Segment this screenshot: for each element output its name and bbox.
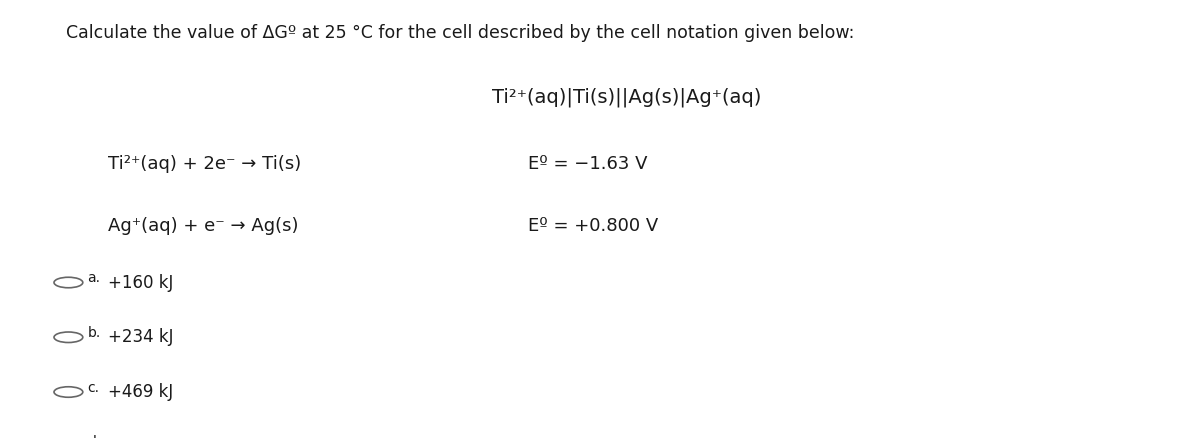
Text: +469 kJ: +469 kJ bbox=[108, 383, 173, 401]
Text: c.: c. bbox=[88, 381, 100, 395]
Text: Ti²⁺(aq) + 2e⁻ → Ti(s): Ti²⁺(aq) + 2e⁻ → Ti(s) bbox=[108, 155, 301, 173]
Text: Eº = +0.800 V: Eº = +0.800 V bbox=[528, 217, 659, 235]
Text: b.: b. bbox=[88, 326, 101, 340]
Text: Ti²⁺(aq)|Ti(s)||Ag(s)|Ag⁺(aq): Ti²⁺(aq)|Ti(s)||Ag(s)|Ag⁺(aq) bbox=[492, 88, 761, 107]
Text: Calculate the value of ΔGº at 25 °C for the cell described by the cell notation : Calculate the value of ΔGº at 25 °C for … bbox=[66, 24, 854, 42]
Text: Eº = −1.63 V: Eº = −1.63 V bbox=[528, 155, 648, 173]
Text: +234 kJ: +234 kJ bbox=[108, 328, 174, 346]
Text: +160 kJ: +160 kJ bbox=[108, 273, 173, 292]
Text: d.: d. bbox=[88, 435, 101, 438]
Text: a.: a. bbox=[88, 271, 101, 285]
Text: Ag⁺(aq) + e⁻ → Ag(s): Ag⁺(aq) + e⁻ → Ag(s) bbox=[108, 217, 299, 235]
